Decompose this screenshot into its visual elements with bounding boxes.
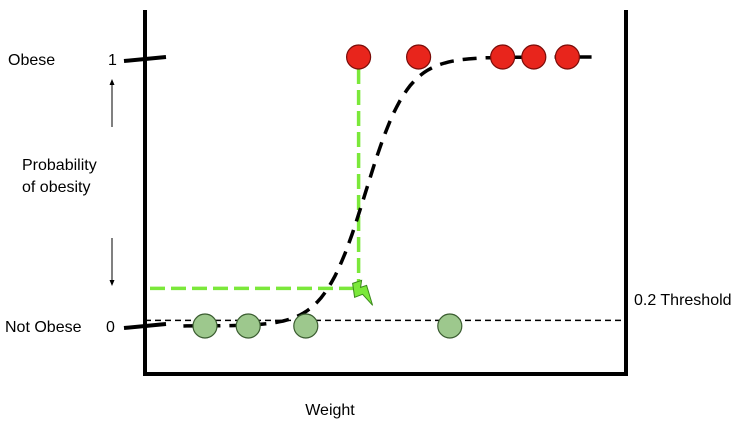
not-obese-point-3: [437, 313, 463, 339]
obese-point-4: [346, 44, 372, 70]
not-obese-point-0: [192, 313, 218, 339]
obese-point-8: [554, 44, 581, 70]
category-label-obese: Obese: [8, 52, 55, 69]
y-tick-mark-1: [123, 55, 167, 63]
lightning-icon: [352, 279, 374, 306]
y-label-arrow-up-head: [109, 79, 115, 85]
category-label-not-obese: Not Obese: [5, 319, 82, 336]
logistic-curve: [183, 55, 597, 328]
not-obese-point-1: [235, 313, 261, 339]
y-tick-label-0: 0: [106, 319, 115, 336]
not-obese-point-2: [293, 313, 319, 339]
obese-point-5: [406, 44, 432, 70]
y-axis-label-line-2: of obesity: [22, 179, 90, 196]
y-tick-mark-0: [123, 322, 167, 330]
obese-point-6: [490, 44, 516, 70]
x-axis-label: Weight: [305, 402, 355, 419]
obese-point-7: [521, 44, 547, 70]
y-label-arrow-down-head: [109, 280, 115, 286]
data-points: [192, 44, 581, 339]
threshold-label: 0.2 Threshold: [634, 292, 732, 309]
y-tick-label-1: 1: [108, 52, 117, 69]
y-axis-label-line-1: Probability: [22, 157, 97, 174]
